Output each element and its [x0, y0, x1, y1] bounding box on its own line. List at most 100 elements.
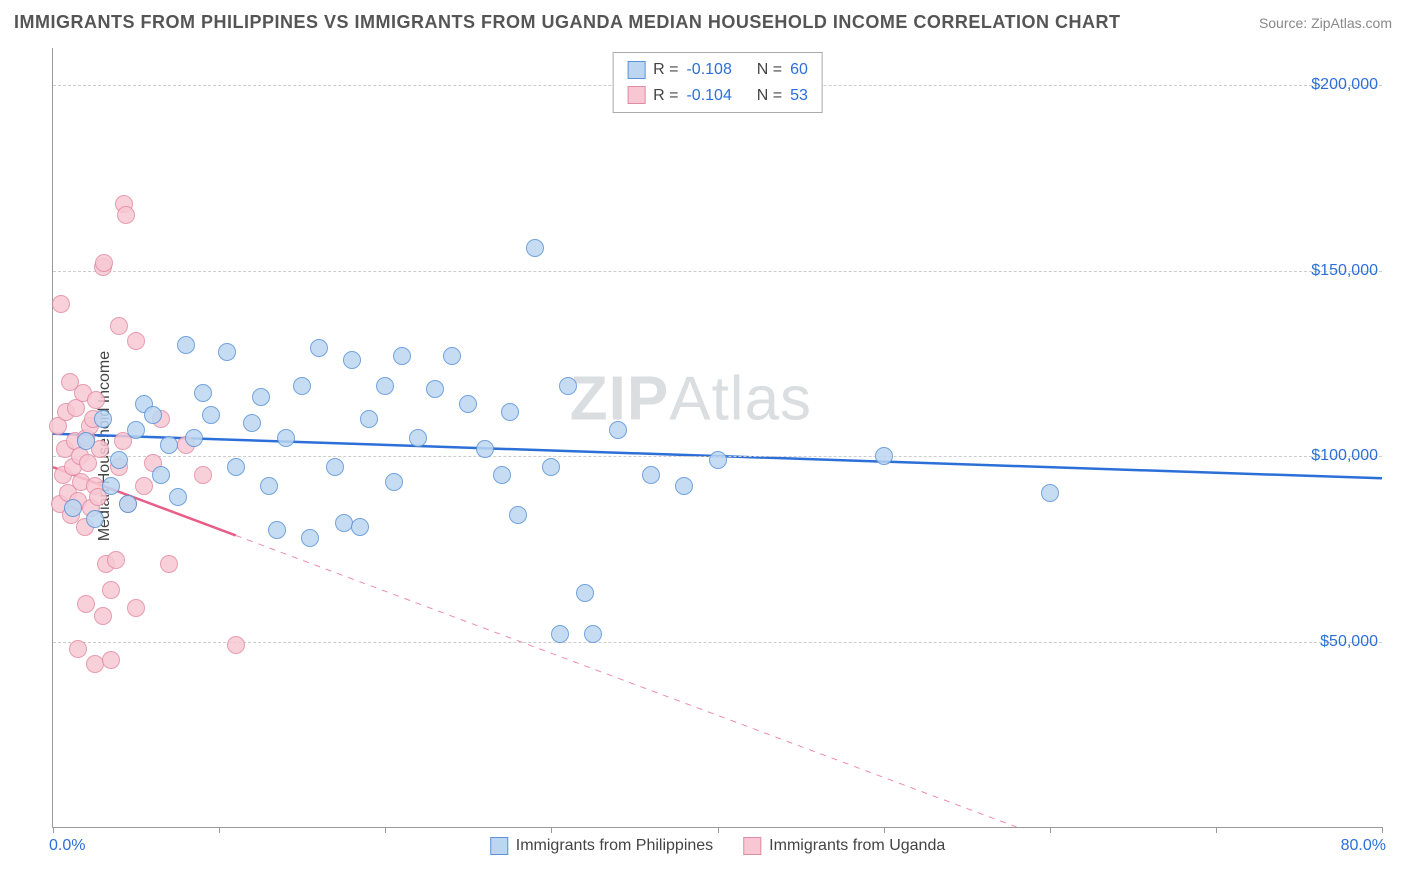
series-legend: Immigrants from Philippines Immigrants f…: [490, 837, 945, 855]
data-point: [875, 447, 893, 465]
data-point: [79, 454, 97, 472]
data-point: [69, 640, 87, 658]
data-point: [426, 380, 444, 398]
y-tick-label: $50,000: [1320, 633, 1384, 651]
data-point: [393, 347, 411, 365]
x-tick: [219, 827, 220, 833]
stats-row-series-1: R = -0.104 N = 53: [627, 83, 808, 109]
data-point: [86, 510, 104, 528]
gridline: [53, 271, 1382, 272]
data-point: [1041, 484, 1059, 502]
x-tick: [884, 827, 885, 833]
data-point: [127, 421, 145, 439]
data-point: [95, 254, 113, 272]
data-point: [102, 651, 120, 669]
data-point: [127, 332, 145, 350]
data-point: [351, 518, 369, 536]
swatch-series-1: [743, 837, 761, 855]
data-point: [160, 555, 178, 573]
data-point: [277, 429, 295, 447]
data-point: [409, 429, 427, 447]
x-tick: [718, 827, 719, 833]
data-point: [227, 636, 245, 654]
x-tick: [1050, 827, 1051, 833]
data-point: [551, 625, 569, 643]
legend-item-series-1: Immigrants from Uganda: [743, 837, 945, 855]
data-point: [202, 406, 220, 424]
legend-item-series-0: Immigrants from Philippines: [490, 837, 713, 855]
data-point: [119, 495, 137, 513]
data-point: [169, 488, 187, 506]
data-point: [509, 506, 527, 524]
data-point: [584, 625, 602, 643]
data-point: [268, 521, 286, 539]
data-point: [218, 343, 236, 361]
data-point: [102, 581, 120, 599]
data-point: [127, 599, 145, 617]
data-point: [675, 477, 693, 495]
data-point: [86, 655, 104, 673]
data-point: [185, 429, 203, 447]
x-tick: [1382, 827, 1383, 833]
data-point: [77, 595, 95, 613]
data-point: [526, 239, 544, 257]
data-point: [642, 466, 660, 484]
data-point: [52, 295, 70, 313]
chart-title: IMMIGRANTS FROM PHILIPPINES VS IMMIGRANT…: [14, 12, 1121, 33]
data-point: [144, 406, 162, 424]
data-point: [335, 514, 353, 532]
x-axis-max-label: 80.0%: [1341, 837, 1386, 855]
data-point: [609, 421, 627, 439]
data-point: [94, 410, 112, 428]
swatch-series-0: [627, 61, 645, 79]
data-point: [493, 466, 511, 484]
data-point: [135, 477, 153, 495]
data-point: [343, 351, 361, 369]
y-tick-label: $100,000: [1311, 447, 1384, 465]
data-point: [102, 477, 120, 495]
data-point: [709, 451, 727, 469]
data-point: [194, 466, 212, 484]
x-tick: [551, 827, 552, 833]
stats-row-series-0: R = -0.108 N = 60: [627, 57, 808, 83]
data-point: [376, 377, 394, 395]
data-point: [160, 436, 178, 454]
data-point: [77, 432, 95, 450]
data-point: [227, 458, 245, 476]
data-point: [476, 440, 494, 458]
x-tick: [53, 827, 54, 833]
data-point: [117, 206, 135, 224]
source-attribution: Source: ZipAtlas.com: [1259, 15, 1392, 31]
plot-area: ZIPAtlas R = -0.108 N = 60 R = -0.104 N …: [52, 48, 1382, 828]
data-point: [87, 391, 105, 409]
data-point: [177, 336, 195, 354]
data-point: [260, 477, 278, 495]
data-point: [326, 458, 344, 476]
data-point: [542, 458, 560, 476]
data-point: [194, 384, 212, 402]
swatch-series-0: [490, 837, 508, 855]
data-point: [576, 584, 594, 602]
data-point: [94, 607, 112, 625]
swatch-series-1: [627, 86, 645, 104]
data-point: [293, 377, 311, 395]
watermark: ZIPAtlas: [570, 363, 812, 434]
data-point: [252, 388, 270, 406]
data-point: [301, 529, 319, 547]
data-point: [443, 347, 461, 365]
data-point: [559, 377, 577, 395]
data-point: [110, 451, 128, 469]
y-tick-label: $200,000: [1311, 76, 1384, 94]
x-tick: [385, 827, 386, 833]
data-point: [310, 339, 328, 357]
data-point: [501, 403, 519, 421]
data-point: [243, 414, 261, 432]
y-tick-label: $150,000: [1311, 262, 1384, 280]
gridline: [53, 642, 1382, 643]
data-point: [110, 317, 128, 335]
data-point: [107, 551, 125, 569]
stats-legend: R = -0.108 N = 60 R = -0.104 N = 53: [612, 52, 823, 113]
x-axis-min-label: 0.0%: [49, 837, 85, 855]
data-point: [64, 499, 82, 517]
data-point: [360, 410, 378, 428]
